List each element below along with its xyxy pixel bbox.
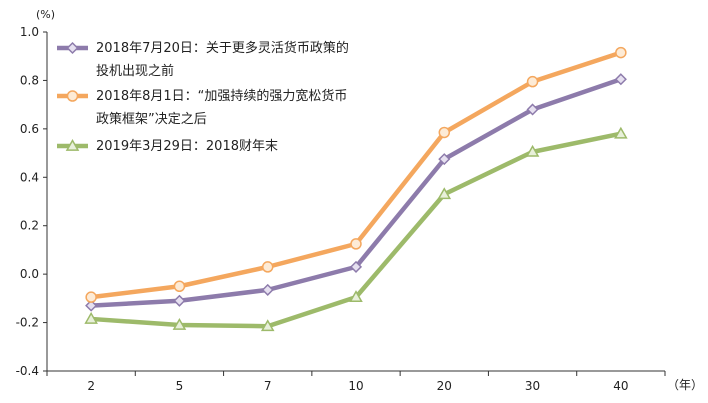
x-tick-label: 7: [264, 379, 272, 393]
y-tick-label: 0.4: [20, 170, 39, 184]
x-tick-label: 2: [87, 379, 95, 393]
data-point: [349, 260, 363, 273]
y-axis-unit-label: (%): [36, 8, 55, 21]
series-1: [85, 73, 627, 312]
legend-label: 2018年8月1日：“加强持续的强力宽松货币: [96, 88, 347, 104]
x-tick-label: 5: [176, 379, 184, 393]
x-axis-unit-label: （年）: [667, 378, 703, 392]
data-point: [614, 126, 628, 139]
data-point: [437, 187, 452, 200]
y-tick-label: 0.6: [20, 122, 39, 136]
legend-label: 政策框架”决定之后: [96, 111, 207, 127]
data-point: [615, 46, 627, 59]
data-point: [525, 144, 540, 157]
data-point: [350, 238, 362, 250]
data-point: [172, 317, 187, 330]
axes: 1.0 0.8 0.6 0.4 0.2 0.0 -0.2 -0.4 2 5 7 10 20 30 40: [16, 25, 666, 393]
data-point: [261, 283, 274, 296]
legend-label: 2018年7月20日：关于更多灵活货币政策的: [96, 40, 349, 56]
legend-swatch-marker: [66, 41, 79, 55]
data-point: [614, 73, 627, 86]
y-tick-label: 0.0: [20, 267, 39, 281]
data-point: [173, 280, 186, 292]
y-tick-label: 0.8: [20, 73, 39, 87]
data-point: [526, 75, 539, 88]
series-layer: [84, 46, 628, 332]
data-point: [438, 126, 451, 139]
x-tick-label: 30: [525, 379, 540, 393]
y-tick-label: 0.2: [20, 219, 39, 233]
series-3: [84, 126, 628, 332]
data-point: [438, 153, 451, 166]
data-point: [85, 291, 97, 303]
data-point: [349, 290, 363, 303]
x-tick-label: 20: [437, 379, 452, 393]
legend-label: 2019年3月29日：2018财年末: [96, 139, 278, 154]
legend-swatch-marker: [66, 90, 79, 102]
series-2: [85, 46, 627, 303]
y-tick-label: -0.2: [16, 316, 39, 330]
y-tick-label: -0.4: [16, 364, 39, 378]
x-tick-label: 10: [348, 379, 363, 393]
legend-swatch-marker: [65, 138, 80, 151]
data-point: [173, 294, 186, 307]
data-point: [261, 261, 274, 273]
data-point: [260, 319, 275, 332]
data-point: [85, 299, 98, 312]
x-tick-label: 40: [613, 379, 628, 393]
y-tick-label: 1.0: [20, 25, 39, 39]
data-point: [526, 103, 539, 116]
legend-label: 投机出现之前: [96, 63, 174, 79]
data-point: [84, 311, 98, 324]
legend-entry-3: 2019年3月29日：2018财年末: [57, 138, 278, 154]
